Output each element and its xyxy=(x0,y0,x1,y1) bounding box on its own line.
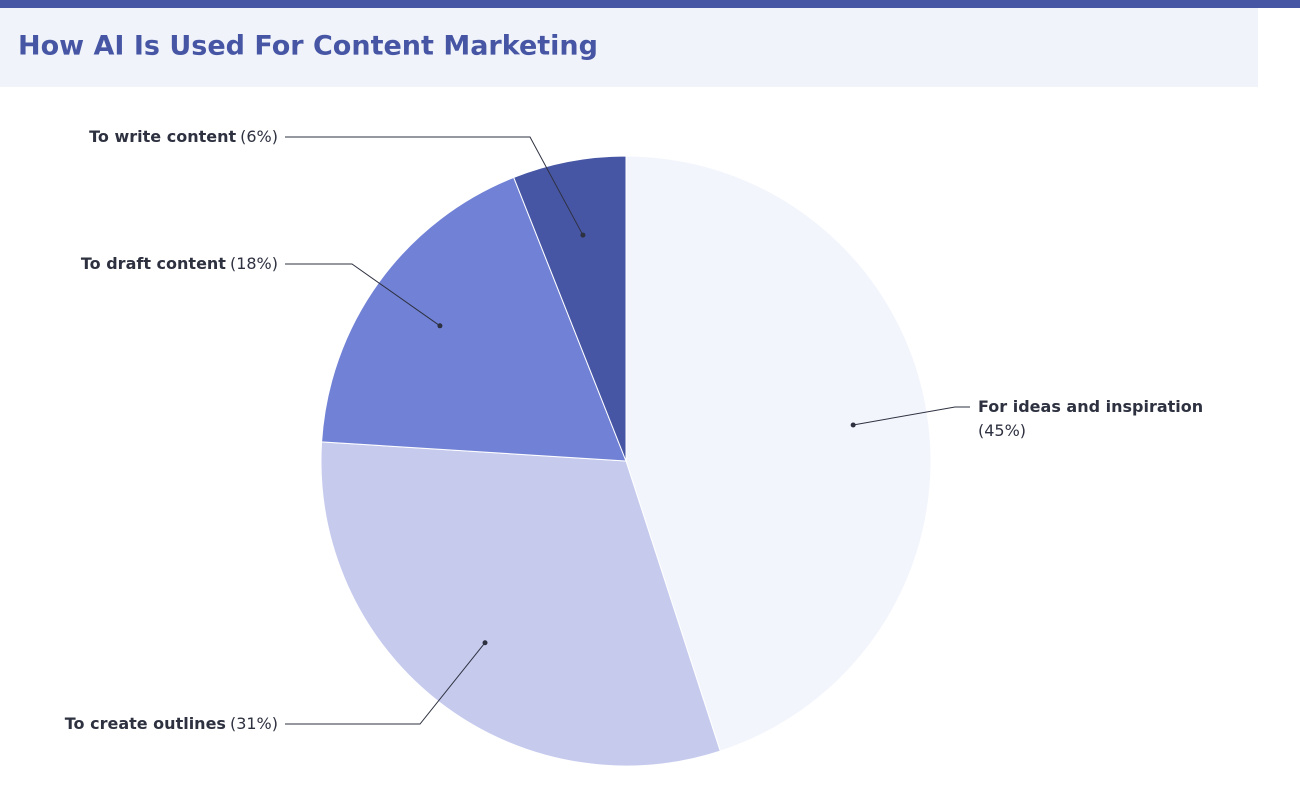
pie-slice xyxy=(321,176,627,462)
slice-label: To write content (6%) xyxy=(89,127,278,146)
leader-dot xyxy=(482,640,488,646)
pie-slice xyxy=(320,441,721,767)
slice-label: To draft content (18%) xyxy=(81,254,278,273)
chart-title: How AI Is Used For Content Marketing xyxy=(18,31,598,62)
pie-slice xyxy=(625,155,932,752)
slice-value: (18%) xyxy=(230,254,278,273)
leader-dot xyxy=(437,323,443,329)
top-bar xyxy=(0,0,1300,8)
leader-line xyxy=(285,263,441,327)
slice-name: To write content xyxy=(89,127,236,146)
slice-name: To draft content xyxy=(81,254,226,273)
leader-line xyxy=(285,642,486,725)
leader-line xyxy=(285,136,584,236)
slice-label: To create outlines (31%) xyxy=(65,714,278,733)
slice-label: For ideas and inspiration (45%) xyxy=(978,397,1203,440)
leader-line xyxy=(853,406,970,426)
slice-value: (6%) xyxy=(240,127,278,146)
leader-dot xyxy=(850,422,856,428)
slice-value: (31%) xyxy=(230,714,278,733)
slice-value: (45%) xyxy=(978,421,1026,440)
pie-slice xyxy=(513,155,627,462)
header xyxy=(0,8,1258,87)
leader-dot xyxy=(580,232,586,238)
slice-name: To create outlines xyxy=(65,714,226,733)
slice-name: For ideas and inspiration xyxy=(978,397,1203,416)
